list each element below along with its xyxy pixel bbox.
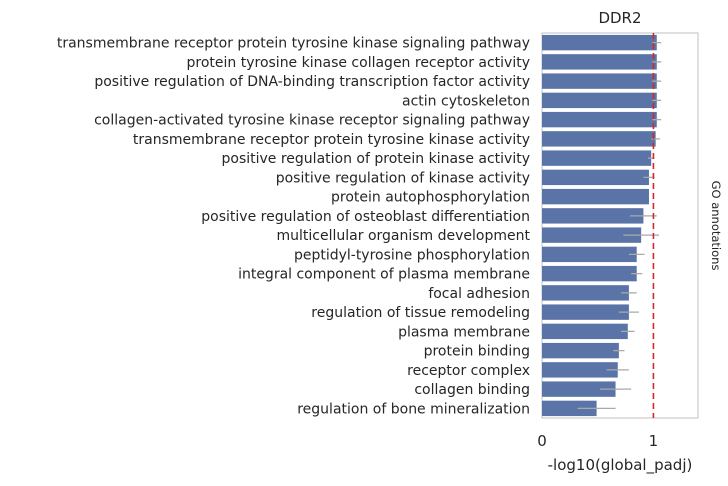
y-tick-label: focal adhesion [428,286,530,302]
bar [542,342,619,359]
y-tick-label: transmembrane receptor protein tyrosine … [57,36,530,52]
y-tick-label: plasma membrane [398,324,530,340]
bar [542,131,656,147]
bar [542,150,652,166]
y-tick-label: regulation of bone mineralization [297,401,530,417]
y-tick-label: positive regulation of kinase activity [276,170,530,186]
y-tick-label: protein autophosphorylation [331,190,530,206]
y-tick-label: transmembrane receptor protein tyrosine … [133,132,530,148]
x-tick-label: 0 [537,432,547,450]
y-tick-label: regulation of tissue remodeling [311,305,530,321]
y-tick-label: protein tyrosine kinase collagen recepto… [187,55,531,71]
y-tick-label: receptor complex [407,363,530,379]
y-tick-label: multicellular organism development [277,228,531,244]
y-tick-label: protein binding [424,344,530,360]
bar [542,362,618,378]
bar [542,323,628,340]
right-axis-label: GO annotations [709,181,723,271]
y-tick-label: collagen binding [414,382,530,398]
bar [542,54,657,70]
bar [542,73,657,89]
chart-title: DDR2 [598,9,641,27]
y-tick-label: positive regulation of osteoblast differ… [201,209,530,225]
bar [542,169,649,186]
bar [542,227,642,243]
bar [542,111,657,128]
y-tick-label: positive regulation of DNA-binding trans… [94,74,530,90]
y-tick-label: peptidyl-tyrosine phosphorylation [294,247,530,263]
plot-frame [541,32,699,419]
bar [542,92,657,109]
y-tick-label: positive regulation of protein kinase ac… [222,151,531,167]
bar [542,381,616,397]
bar [542,265,637,282]
y-tick-label: collagen-activated tyrosine kinase recep… [94,113,530,129]
bar [542,285,629,301]
x-axis-label: -log10(global_padj) [548,456,693,475]
bar [542,34,657,51]
bar [542,304,629,320]
bar [542,208,644,224]
y-tick-label: integral component of plasma membrane [238,267,530,283]
bar [542,188,649,205]
x-tick-label: 1 [649,432,659,450]
bar [542,400,597,417]
y-tick-label: actin cytoskeleton [402,93,530,109]
bar [542,246,637,263]
